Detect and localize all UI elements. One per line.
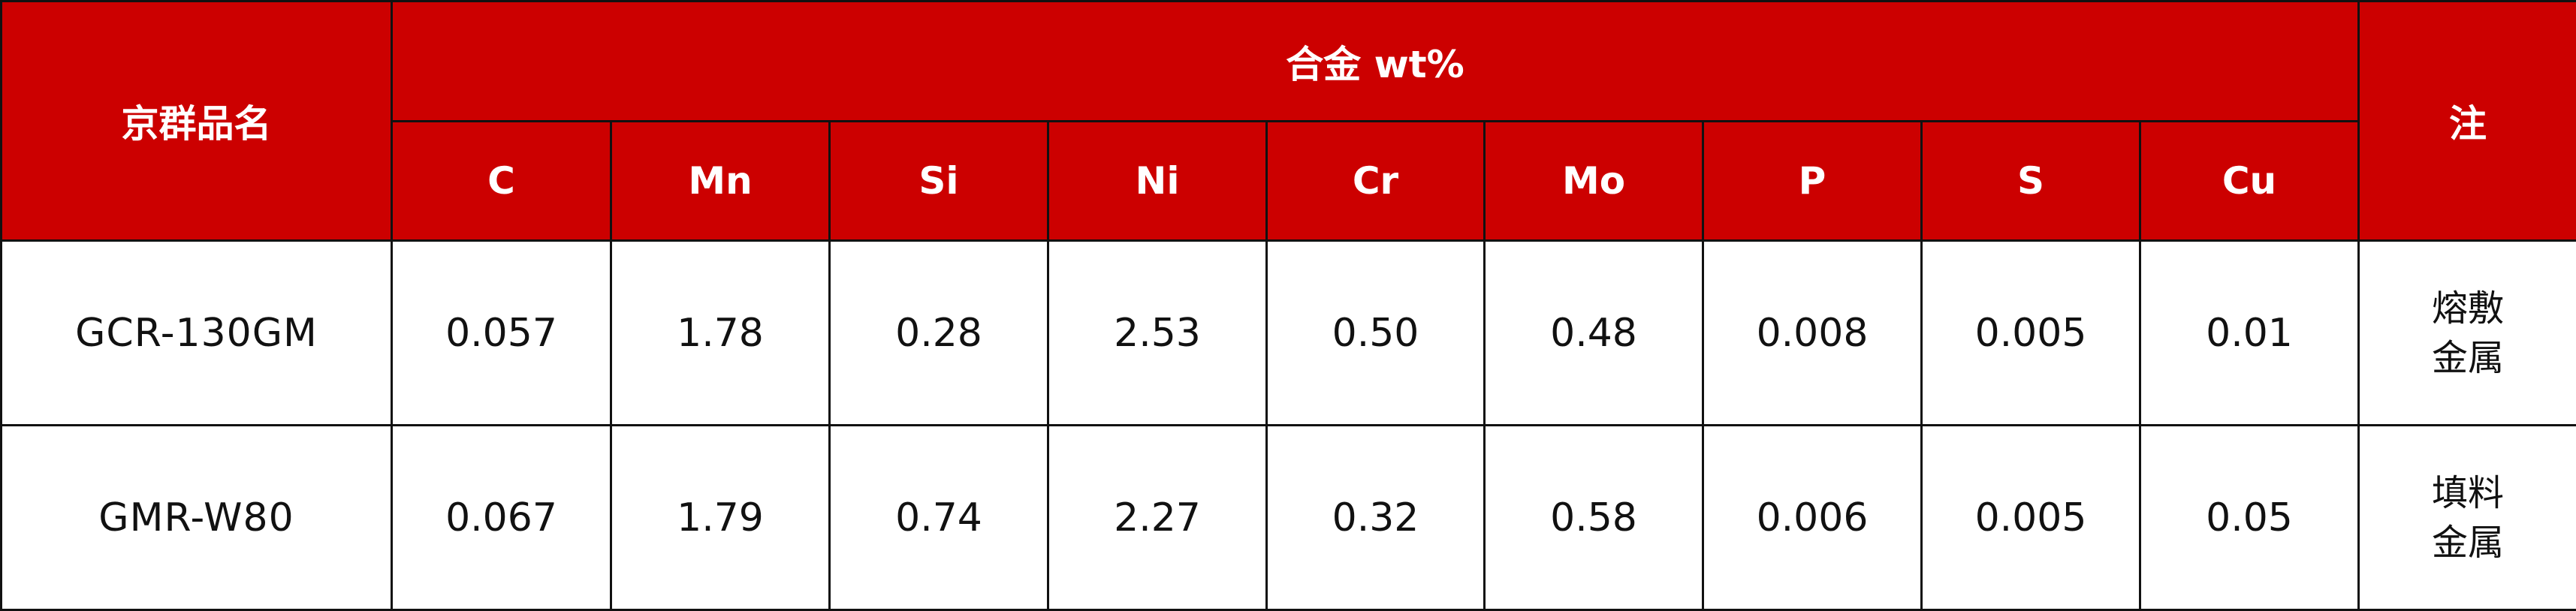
header-element-si: Si (830, 122, 1048, 241)
value-cell-s: 0.005 (1922, 426, 2140, 610)
value-cell-cr: 0.50 (1267, 241, 1485, 426)
value-cell-mn: 1.78 (611, 241, 830, 426)
value-cell-cr: 0.32 (1267, 426, 1485, 610)
header-element-cr: Cr (1267, 122, 1485, 241)
value-cell-p: 0.006 (1703, 426, 1922, 610)
note-line-2: 金属 (2360, 518, 2576, 567)
value-cell-c: 0.067 (392, 426, 611, 610)
note-line-2: 金属 (2360, 333, 2576, 383)
header-element-cu: Cu (2140, 122, 2359, 241)
header-element-p: P (1703, 122, 1922, 241)
header-alloy-wt: 合金 wt% (392, 2, 2359, 122)
value-cell-mo: 0.58 (1485, 426, 1703, 610)
note-cell: 熔敷金属 (2359, 241, 2576, 426)
value-cell-p: 0.008 (1703, 241, 1922, 426)
header-element-s: S (1922, 122, 2140, 241)
value-cell-ni: 2.53 (1048, 241, 1267, 426)
header-element-c: C (392, 122, 611, 241)
header-note: 注 (2359, 2, 2576, 241)
note-cell: 填料金属 (2359, 426, 2576, 610)
value-cell-si: 0.28 (830, 241, 1048, 426)
value-cell-si: 0.74 (830, 426, 1048, 610)
product-name-cell: GCR-130GM (2, 241, 392, 426)
header-element-mo: Mo (1485, 122, 1703, 241)
header-element-ni: Ni (1048, 122, 1267, 241)
note-line-1: 熔敷 (2360, 284, 2576, 333)
value-cell-cu: 0.05 (2140, 426, 2359, 610)
value-cell-c: 0.057 (392, 241, 611, 426)
value-cell-s: 0.005 (1922, 241, 2140, 426)
value-cell-mn: 1.79 (611, 426, 830, 610)
header-element-mn: Mn (611, 122, 830, 241)
header-product-name: 京群品名 (2, 2, 392, 241)
value-cell-mo: 0.48 (1485, 241, 1703, 426)
value-cell-ni: 2.27 (1048, 426, 1267, 610)
product-name-cell: GMR-W80 (2, 426, 392, 610)
value-cell-cu: 0.01 (2140, 241, 2359, 426)
note-line-1: 填料 (2360, 468, 2576, 518)
